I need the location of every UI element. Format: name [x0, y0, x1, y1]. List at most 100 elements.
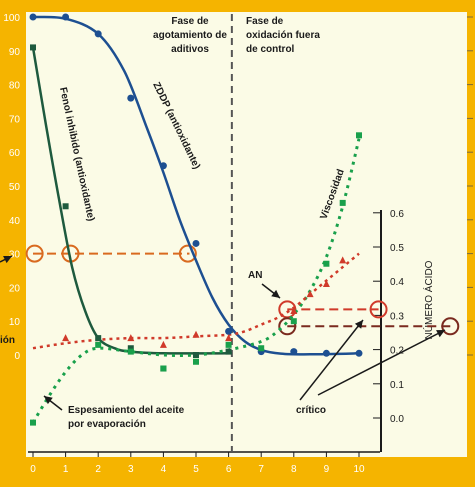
y2-axis-title: NÚMERO ÁCIDO: [422, 260, 435, 339]
arrow-line: [299, 319, 364, 401]
x-tick-label: 7: [258, 464, 264, 475]
series-zddp-point: [355, 349, 363, 357]
y-tick-label: 0: [14, 351, 20, 362]
series-viscosity-point: [127, 348, 134, 355]
y2-tick-label: 0.4: [390, 277, 404, 288]
arrow-head: [436, 330, 445, 338]
series-acid-number-point: [127, 334, 135, 342]
arrow-head: [44, 396, 53, 405]
critico-label: crítico: [296, 405, 326, 416]
y-tick-label: 50: [9, 182, 21, 193]
x-tick-label: 8: [291, 464, 297, 475]
series-zddp-line: [32, 15, 360, 356]
x-tick-label: 4: [161, 464, 167, 475]
series-zddp-point: [29, 13, 37, 21]
series-acid-number-point: [159, 340, 167, 348]
phase2-label: de control: [246, 44, 295, 55]
series-phenol-line: [31, 47, 232, 355]
x-tick-label: 5: [193, 464, 199, 475]
left-cut-label: ión: [0, 335, 15, 346]
arrow-head: [354, 320, 363, 329]
series-viscosity-point: [290, 318, 297, 325]
guide-circle: [441, 317, 460, 336]
y-tick-label: 100: [3, 13, 20, 24]
series-curves: [31, 15, 361, 424]
guide-circle: [369, 300, 388, 319]
guide-circle: [278, 317, 297, 336]
x-axis: 0 1 2 3 4 5 6 7 8 9 10: [28, 451, 380, 475]
phase2-label: oxidación fuera: [246, 30, 320, 41]
series-acid-number-point: [306, 290, 314, 298]
guide-lines: [25, 14, 460, 452]
arrow-head: [271, 289, 280, 298]
series-phenol-point: [30, 44, 36, 51]
series-acid-number-point: [290, 307, 298, 315]
phase1-label: Fase de: [171, 16, 209, 27]
espesamiento-label: por evaporación: [68, 419, 146, 430]
series-phenol-point: [62, 203, 69, 210]
series-viscosity-point: [323, 260, 330, 267]
arrow-line: [317, 329, 446, 396]
series-acid_number-line: [32, 252, 360, 350]
guide-circle: [178, 244, 197, 263]
series-phenol-point: [193, 352, 199, 358]
series-acid-number-point: [339, 256, 347, 264]
y-tick-label: 60: [9, 148, 21, 159]
x-tick-label: 3: [128, 464, 134, 475]
series-viscosity-point: [95, 341, 102, 348]
x-tick-label: 9: [324, 464, 330, 475]
phase1-label: agotamiento de: [153, 30, 227, 41]
series-viscosity-point: [30, 419, 36, 426]
x-tick-label: 2: [95, 464, 101, 475]
series-viscosity-point: [356, 132, 362, 139]
y-tick-label: 20: [9, 283, 21, 294]
y2-tick-label: 0.3: [390, 311, 404, 322]
y-tick-label: 30: [9, 250, 21, 261]
series-acid-number-point: [62, 334, 70, 342]
espesamiento-label: Espesamiento del aceite: [68, 405, 185, 416]
series-acid-number-point: [322, 280, 330, 288]
series-points: [29, 13, 363, 426]
y-axis-right: 0.0 0.1 0.2 0.3 0.4 0.5 0.6 NÚMERO ÁCIDO: [373, 209, 435, 452]
guide-circle: [25, 244, 44, 263]
plot-area: [26, 12, 467, 457]
y-axis-left: 0 10 20 30 40 50 60 70 80 90 100: [3, 13, 473, 362]
y-tick-label: 10: [9, 317, 21, 328]
y-tick-label: 90: [9, 47, 21, 58]
x-tick-label: 1: [63, 464, 69, 475]
series-acid-number-point: [225, 334, 233, 342]
series-zddp-point: [192, 239, 200, 247]
series-phenol-point: [95, 335, 102, 342]
y2-tick-label: 0.5: [390, 243, 404, 254]
series-viscosity-point: [339, 199, 346, 206]
y2-tick-label: 0.2: [390, 346, 404, 357]
series-phenol-point: [225, 348, 232, 355]
series-zddp-point: [225, 327, 233, 335]
series-zddp-point: [159, 162, 167, 170]
phase2-label: Fase de: [246, 16, 284, 27]
series-viscosity-point: [258, 345, 265, 352]
series-zddp-point: [127, 94, 135, 102]
x-tick-label: 6: [226, 464, 232, 475]
x-tick-label: 0: [30, 464, 36, 475]
series-zddp-point: [322, 349, 330, 357]
y2-tick-label: 0.6: [390, 209, 404, 220]
arrow-head: [3, 256, 13, 264]
y-tick-label: 70: [9, 114, 21, 125]
series-zddp-point: [94, 30, 102, 38]
series-viscosity-point: [160, 365, 167, 372]
series-phenol-point: [127, 345, 134, 352]
y2-tick-label: 0.1: [390, 380, 404, 391]
y2-tick-label: 0.0: [390, 414, 404, 425]
series-viscosity-line: [31, 138, 361, 424]
y-tick-label: 80: [9, 81, 21, 92]
y-tick-label: 40: [9, 216, 21, 227]
an-label: AN: [248, 270, 262, 281]
phase1-label: aditivos: [171, 44, 209, 55]
series-viscosity-point: [193, 358, 199, 365]
series-acid-number-point: [192, 330, 200, 338]
series-zddp-point: [290, 348, 298, 356]
series-viscosity-point: [225, 341, 232, 348]
series-zddp-point: [62, 13, 70, 21]
